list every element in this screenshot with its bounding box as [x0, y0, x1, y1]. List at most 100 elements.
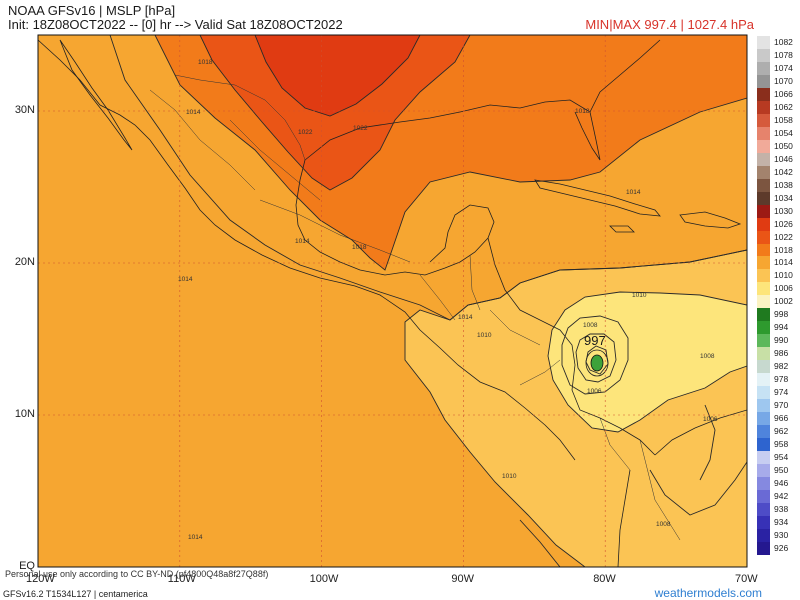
- legend-label: 1082: [774, 37, 793, 47]
- legend-swatch: [757, 178, 770, 192]
- lat-label: 10N: [14, 408, 35, 420]
- legend-swatch: [757, 243, 770, 257]
- pressure-band-1006: [548, 292, 747, 432]
- legend-label: 974: [774, 387, 789, 398]
- lon-label: 100W: [309, 573, 339, 585]
- legend-entry: 1010: [757, 269, 799, 283]
- legend-swatch: [757, 230, 770, 244]
- isobar-label: 1014: [188, 534, 203, 541]
- isobar-1006: [547, 291, 747, 433]
- legend-entry: 982: [757, 360, 799, 374]
- legend-label: 954: [774, 452, 789, 462]
- hispaniola: [679, 211, 742, 229]
- isobar-label: 1006: [587, 388, 602, 395]
- lon-label: 110W: [167, 573, 196, 585]
- legend-entry: 1078: [757, 48, 799, 62]
- legend-label: 1062: [774, 101, 793, 112]
- legend-entry: 1050: [757, 139, 799, 153]
- model-info: GFSv16.2 T1534L127 | centamerica: [3, 589, 148, 599]
- legend-label: 978: [774, 374, 789, 385]
- isobars: [109, 35, 747, 567]
- legend-entry: 1054: [757, 126, 799, 140]
- legend-swatch: [757, 399, 770, 413]
- legend-swatch: [757, 308, 770, 322]
- isobar-label: 1018: [198, 59, 213, 66]
- legend-swatch: [757, 528, 770, 542]
- isobar-label: 1018: [575, 108, 590, 115]
- lon-label: 120W: [26, 573, 55, 585]
- legend-swatch: [757, 321, 770, 335]
- legend-entry: 1082: [757, 36, 799, 49]
- legend-entry: 1042: [757, 165, 799, 179]
- legend-swatch: [757, 476, 770, 490]
- legend-label: 1046: [774, 153, 793, 164]
- legend-swatch: [757, 489, 770, 503]
- isobar-label: 1010: [477, 332, 492, 339]
- legend-swatch: [757, 295, 770, 309]
- isobar-label: 1014: [458, 314, 473, 321]
- isobar-1022: [199, 35, 471, 191]
- legend-label: 1050: [774, 140, 793, 151]
- graticule: [38, 35, 747, 567]
- legend-label: 1074: [774, 62, 793, 73]
- low-pressure-core: [590, 354, 604, 372]
- country-borders: [149, 74, 681, 541]
- legend-label: 1010: [774, 270, 793, 281]
- legend-swatch: [757, 126, 770, 140]
- isobar-1008-south: [649, 461, 747, 516]
- legend-entry: 946: [757, 476, 799, 490]
- legend-entry: 1026: [757, 217, 799, 231]
- legend-label: 1078: [774, 49, 793, 60]
- gulf-coast-texas-mexico: [295, 159, 495, 276]
- legend-entry: 1038: [757, 178, 799, 192]
- legend-swatch: [757, 191, 770, 205]
- legend-entry: 1006: [757, 282, 799, 296]
- legend-label: 998: [774, 309, 789, 320]
- isobar-1014-south: [519, 519, 561, 567]
- legend-entry: 1066: [757, 87, 799, 101]
- legend-swatch: [757, 463, 770, 477]
- legend-entry: 1014: [757, 256, 799, 270]
- us-gulf-coast: [304, 99, 601, 161]
- legend-label: 934: [774, 516, 789, 527]
- legend-swatch: [757, 282, 770, 296]
- legend-label: 1038: [774, 179, 793, 190]
- legend-swatch: [757, 269, 770, 283]
- legend-label: 1026: [774, 218, 793, 229]
- legend-swatch: [757, 36, 770, 49]
- lon-label: 80W: [593, 573, 616, 585]
- legend-swatch: [757, 373, 770, 387]
- map-title: NOAA GFSv16 | MSLP [hPa]: [8, 3, 176, 18]
- isobar-label: 1022: [298, 129, 313, 136]
- isobar-label: 1018: [352, 244, 367, 251]
- legend-swatch: [757, 451, 770, 464]
- legend-label: 1002: [774, 296, 793, 307]
- legend-entry: 1002: [757, 295, 799, 309]
- legend-entry: 926: [757, 541, 799, 555]
- legend-label: 990: [774, 335, 789, 346]
- pressure-legend: 1082 1078 1074 1070 1066 1062 1058 1054 1050 1046…: [757, 36, 799, 555]
- site-link[interactable]: weathermodels.com: [654, 586, 762, 600]
- legend-label: 926: [774, 542, 789, 553]
- isobar-label: 1010: [632, 292, 647, 299]
- lon-label: 90W: [451, 573, 475, 585]
- init-valid-time: Init: 18Z08OCT2022 -- [0] hr --> Valid S…: [8, 17, 343, 32]
- legend-swatch: [757, 48, 770, 62]
- legend-swatch: [757, 139, 770, 153]
- legend-entry: 930: [757, 528, 799, 542]
- legend-label: 1022: [774, 231, 793, 242]
- legend-entry: 994: [757, 321, 799, 335]
- legend-label: 1058: [774, 114, 793, 125]
- legend-label: 950: [774, 464, 789, 475]
- south-america-coast: [654, 409, 747, 456]
- legend-entry: 950: [757, 463, 799, 477]
- legend-entry: 1022: [757, 230, 799, 244]
- legend-swatch: [757, 347, 770, 361]
- legend-label: 994: [774, 322, 789, 333]
- isobar-1018: [154, 35, 747, 271]
- isobar-label: 1014: [186, 109, 201, 116]
- legend-label: 942: [774, 490, 789, 501]
- legend-label: 1006: [774, 283, 793, 294]
- legend-label: 938: [774, 503, 789, 514]
